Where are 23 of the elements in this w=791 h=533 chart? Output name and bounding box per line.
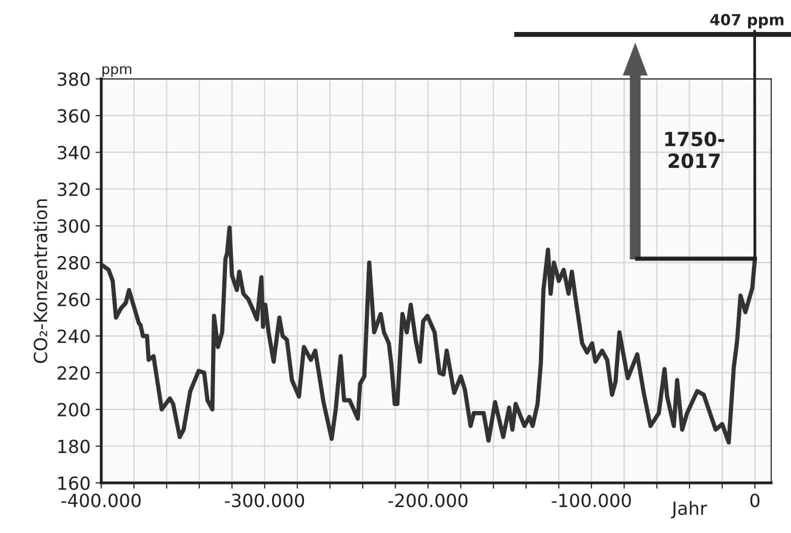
y-tick-label: 220 <box>58 366 90 380</box>
y-tick-label: 180 <box>58 440 90 454</box>
y-tick-label: 300 <box>58 219 90 233</box>
y-tick-label: 260 <box>58 292 90 306</box>
y-tick-label: 200 <box>58 402 90 417</box>
y-tick-label: 160 <box>58 476 90 490</box>
y-tick-label: 360 <box>58 109 90 123</box>
line-series <box>101 226 757 445</box>
x-tick-label: -400.000 <box>62 494 141 508</box>
y-tick-label: 320 <box>58 182 90 196</box>
y-axis-title: CO₂-Konzentration <box>33 199 48 363</box>
x-tick-label: 0 <box>750 494 760 508</box>
y-tick-label: 380 <box>58 72 90 86</box>
annotation: 1750- 2017 <box>665 132 724 168</box>
text: ppm <box>102 66 132 77</box>
x-tick-label: -100.000 <box>552 494 631 508</box>
x-tick-label: -300.000 <box>224 494 304 508</box>
y-tick-label: 240 <box>58 329 90 344</box>
y-tick-label: 340 <box>58 146 90 160</box>
annotation: 407 ppm <box>710 14 784 28</box>
x-tick-label: -200.000 <box>388 494 468 508</box>
x-axis-title: Jahr <box>670 501 708 518</box>
y-tick-label: 280 <box>58 256 90 270</box>
